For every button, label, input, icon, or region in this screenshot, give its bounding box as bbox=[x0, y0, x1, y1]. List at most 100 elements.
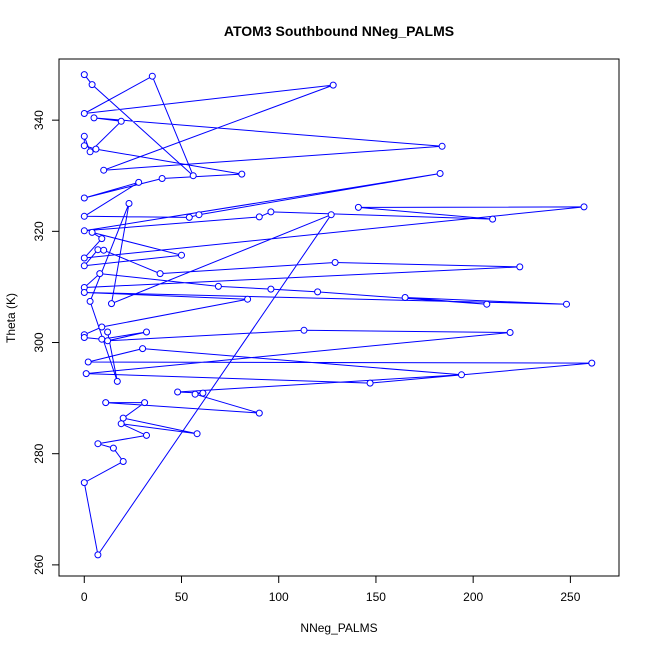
y-axis-label: Theta (K) bbox=[4, 293, 18, 343]
data-point bbox=[80, 254, 88, 262]
data-point bbox=[88, 81, 96, 89]
data-point bbox=[100, 166, 108, 174]
data-point bbox=[104, 328, 112, 336]
data-point bbox=[255, 213, 263, 221]
data-point bbox=[191, 390, 199, 398]
data-point bbox=[92, 145, 100, 153]
data-point bbox=[86, 148, 94, 156]
data-point bbox=[109, 444, 117, 452]
y-axis: 260 280 300 320 340 bbox=[32, 110, 60, 575]
data-point bbox=[199, 389, 207, 397]
y-tick-label: 260 bbox=[32, 555, 46, 575]
data-point bbox=[193, 430, 201, 438]
data-point bbox=[135, 178, 143, 186]
data-point bbox=[156, 270, 164, 278]
data-point bbox=[489, 215, 497, 223]
data-point bbox=[185, 213, 193, 221]
data-point bbox=[238, 170, 246, 178]
data-point bbox=[86, 297, 94, 305]
data-point bbox=[214, 282, 222, 290]
data-point bbox=[119, 414, 127, 422]
data-point bbox=[178, 251, 185, 259]
data-point bbox=[580, 203, 588, 211]
data-point bbox=[94, 246, 102, 254]
data-point bbox=[90, 114, 98, 122]
x-tick-label: 200 bbox=[463, 590, 483, 604]
y-tick-label: 320 bbox=[32, 221, 46, 241]
data-point bbox=[189, 172, 197, 180]
y-tick-label: 340 bbox=[32, 110, 46, 130]
x-axis-label: NNeg_PALMS bbox=[300, 621, 377, 635]
data-point bbox=[458, 371, 465, 379]
x-axis: 0 50 100 150 200 250 bbox=[81, 575, 581, 604]
data-point bbox=[88, 228, 96, 236]
x-tick-label: 0 bbox=[81, 590, 88, 604]
data-point bbox=[80, 212, 88, 220]
data-point bbox=[98, 335, 106, 343]
data-point bbox=[354, 203, 362, 211]
data-point bbox=[300, 326, 308, 334]
data-point bbox=[143, 328, 150, 336]
data-point bbox=[84, 358, 92, 366]
data-point bbox=[80, 334, 88, 341]
x-tick-label: 250 bbox=[560, 590, 580, 604]
data-point bbox=[80, 227, 88, 235]
data-point bbox=[483, 300, 491, 308]
data-point bbox=[98, 323, 106, 331]
data-series bbox=[80, 71, 596, 559]
data-point bbox=[80, 132, 88, 140]
data-point bbox=[80, 289, 88, 296]
data-point bbox=[331, 259, 339, 266]
data-point bbox=[436, 170, 444, 177]
y-tick-label: 300 bbox=[32, 332, 46, 352]
data-point bbox=[267, 285, 275, 293]
data-point bbox=[329, 81, 337, 89]
data-point bbox=[148, 72, 156, 80]
data-point bbox=[125, 200, 133, 207]
data-point bbox=[102, 399, 110, 407]
data-point bbox=[104, 337, 112, 345]
data-point bbox=[366, 379, 374, 387]
data-point bbox=[506, 329, 514, 336]
data-point bbox=[255, 409, 263, 417]
data-point bbox=[117, 420, 125, 428]
data-point bbox=[98, 235, 106, 243]
data-point bbox=[113, 377, 121, 385]
data-point bbox=[94, 551, 102, 559]
data-point bbox=[139, 345, 147, 353]
data-point bbox=[100, 246, 108, 254]
data-point bbox=[195, 211, 203, 219]
data-point bbox=[96, 270, 104, 278]
data-point bbox=[314, 288, 322, 296]
data-point bbox=[516, 263, 524, 271]
chart-title: ATOM3 Southbound NNeg_PALMS bbox=[224, 23, 454, 39]
data-point bbox=[80, 110, 88, 117]
data-point bbox=[82, 370, 90, 378]
data-point bbox=[438, 142, 446, 150]
data-point bbox=[108, 300, 115, 308]
data-point bbox=[401, 294, 409, 301]
data-point bbox=[244, 295, 252, 303]
data-point bbox=[117, 117, 125, 125]
data-point bbox=[80, 479, 88, 487]
x-tick-label: 50 bbox=[175, 590, 189, 604]
data-point bbox=[94, 440, 102, 448]
data-point bbox=[119, 458, 127, 465]
data-point bbox=[267, 208, 275, 216]
data-point bbox=[174, 388, 182, 396]
x-tick-label: 150 bbox=[366, 590, 386, 604]
data-point bbox=[143, 431, 150, 439]
data-point bbox=[80, 194, 88, 202]
data-point bbox=[80, 262, 88, 270]
data-point bbox=[141, 399, 149, 407]
data-point bbox=[588, 359, 596, 367]
data-point bbox=[80, 142, 88, 150]
data-point bbox=[158, 175, 166, 182]
x-tick-label: 100 bbox=[269, 590, 289, 604]
data-point bbox=[563, 300, 570, 308]
data-point bbox=[80, 71, 88, 79]
y-tick-label: 280 bbox=[32, 443, 46, 463]
data-point bbox=[327, 211, 335, 219]
